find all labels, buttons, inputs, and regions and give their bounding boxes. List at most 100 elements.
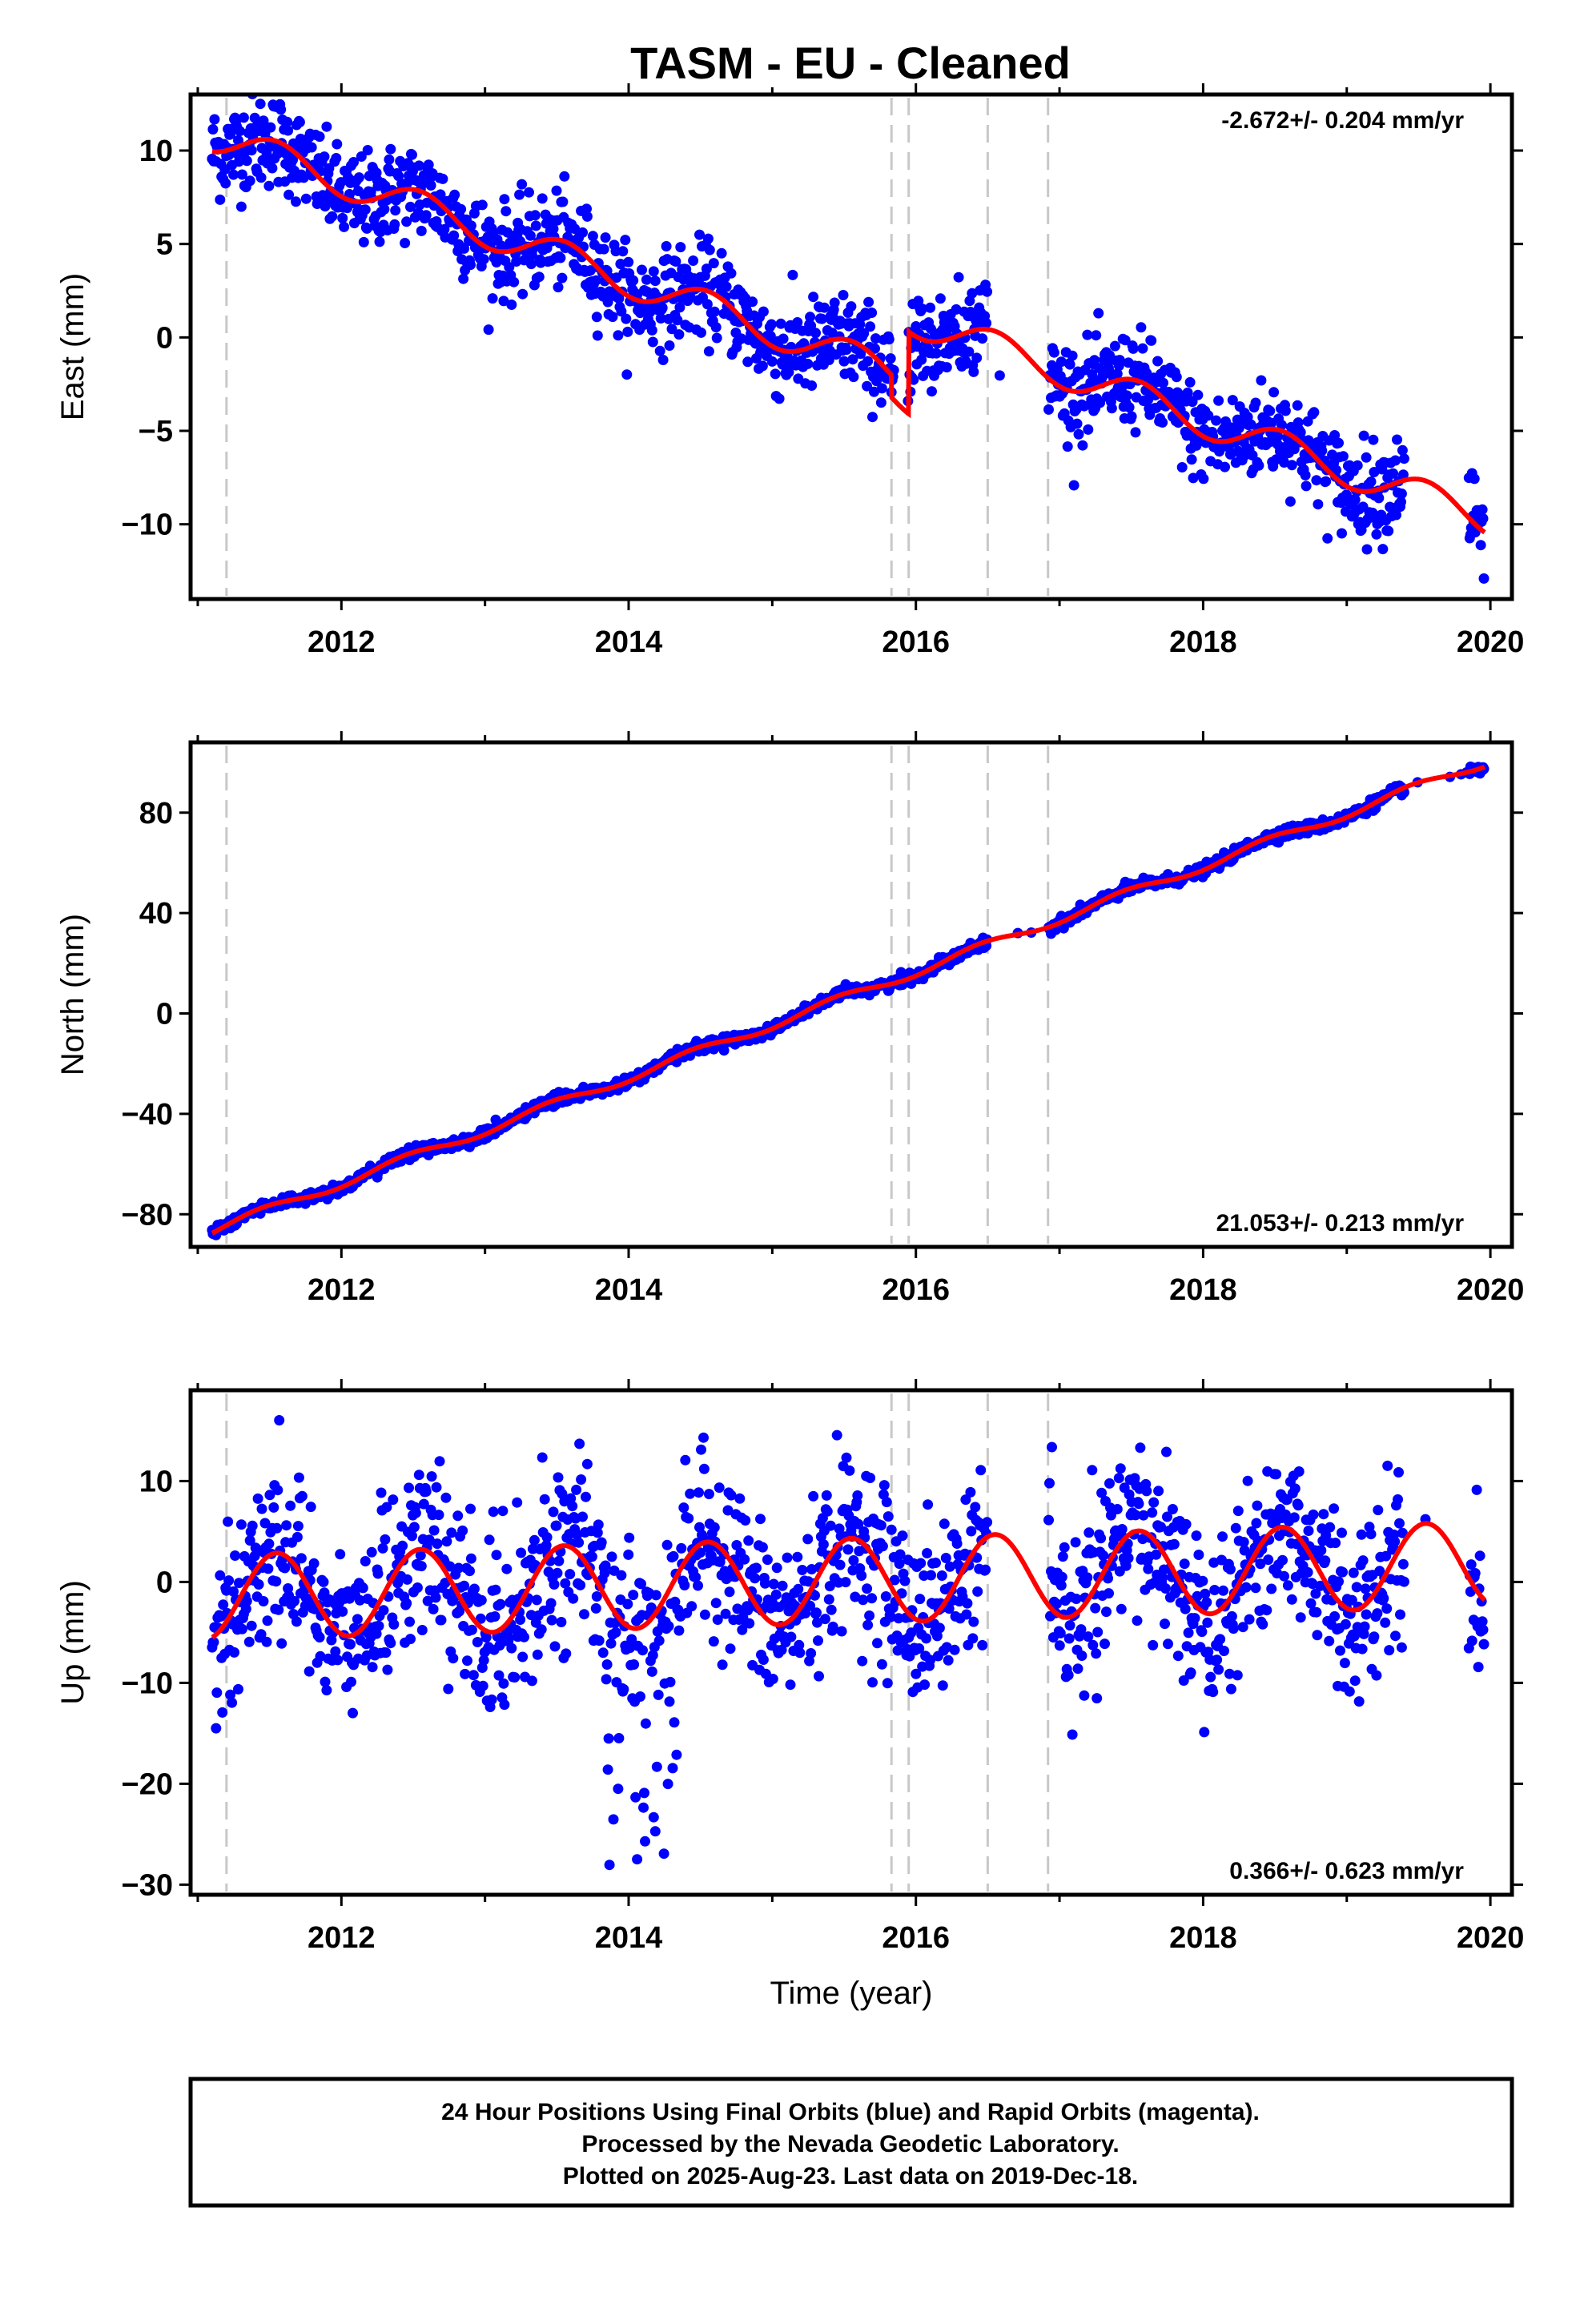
data-point: [1469, 473, 1480, 485]
data-point: [645, 1602, 657, 1613]
data-point: [600, 232, 611, 243]
data-point: [1075, 1624, 1087, 1635]
data-point: [433, 1510, 444, 1521]
data-point: [1092, 1626, 1104, 1638]
data-point: [935, 293, 946, 304]
data-point: [218, 1599, 229, 1610]
data-point: [1059, 1542, 1070, 1553]
data-point: [590, 1602, 601, 1614]
data-point: [867, 1677, 878, 1688]
data-point: [876, 383, 887, 394]
data-point: [337, 1606, 348, 1617]
data-point: [1395, 1609, 1405, 1620]
data-point: [353, 172, 364, 183]
data-point: [1153, 1486, 1164, 1497]
data-point: [838, 356, 850, 367]
data-point: [549, 1579, 560, 1590]
data-point: [1136, 322, 1147, 333]
data-point: [1301, 480, 1312, 492]
data-point: [1397, 1527, 1408, 1538]
data-point: [1475, 540, 1486, 551]
data-point: [1268, 387, 1280, 398]
data-point: [876, 1659, 887, 1670]
data-point: [797, 1565, 808, 1575]
data-point: [524, 187, 534, 198]
data-point: [273, 1604, 284, 1615]
data-point: [264, 1490, 275, 1501]
data-point: [782, 1552, 793, 1563]
data-point: [724, 1586, 735, 1598]
data-point: [1232, 1670, 1243, 1681]
data-point: [600, 1560, 611, 1571]
data-point: [517, 288, 529, 300]
data-point: [1293, 1466, 1305, 1477]
data-point: [480, 1632, 492, 1643]
data-point: [1391, 509, 1401, 521]
footer-box: [188, 2077, 1514, 2208]
data-point: [367, 1662, 378, 1673]
data-point: [1383, 525, 1394, 537]
data-point: [331, 153, 342, 163]
data-point: [649, 1826, 661, 1837]
data-point: [428, 1525, 440, 1536]
data-point: [384, 154, 395, 165]
data-point: [882, 1511, 894, 1522]
data-point: [1057, 1551, 1068, 1562]
data-point: [1227, 395, 1238, 406]
data-point: [1158, 377, 1168, 388]
data-point: [834, 1559, 846, 1570]
data-point: [531, 1594, 542, 1606]
data-point: [1064, 1620, 1075, 1631]
data-point: [1371, 1670, 1382, 1681]
data-point: [810, 1590, 820, 1601]
data-point: [941, 1642, 952, 1653]
data-point: [465, 259, 476, 271]
data-point: [664, 1696, 675, 1707]
data-point: [1225, 1683, 1236, 1695]
data-point: [657, 355, 669, 365]
data-point: [504, 1632, 515, 1643]
data-point: [865, 1473, 876, 1483]
data-point: [917, 304, 928, 315]
data-point: [498, 296, 509, 307]
data-point: [665, 1676, 676, 1687]
data-point: [1344, 1686, 1355, 1697]
data-point: [1220, 461, 1230, 472]
data-point: [1357, 1555, 1369, 1566]
data-point: [1266, 1583, 1277, 1594]
data-point: [915, 1558, 927, 1569]
data-point: [593, 1519, 604, 1530]
data-point: [1289, 1512, 1300, 1523]
data-point: [858, 328, 870, 339]
data-point: [506, 300, 517, 310]
data-point: [655, 313, 666, 324]
data-point: [1242, 1475, 1253, 1486]
data-point: [1183, 1627, 1194, 1638]
data-point: [1250, 1582, 1261, 1594]
data-point: [982, 1517, 993, 1528]
data-point: [1091, 1648, 1102, 1659]
data-point: [894, 1558, 905, 1570]
data-point: [233, 1578, 244, 1589]
footer-line-1: 24 Hour Positions Using Final Orbits (bl…: [441, 2099, 1260, 2125]
data-point: [1389, 1536, 1401, 1547]
data-point: [439, 223, 450, 235]
data-point: [624, 1532, 635, 1543]
data-point: [856, 1570, 867, 1581]
data-point: [1317, 445, 1328, 456]
x-tick-label: 2016: [882, 625, 950, 659]
data-point: [622, 1598, 633, 1610]
data-point: [1192, 1590, 1203, 1602]
data-point: [690, 1572, 702, 1582]
data-point: [416, 1561, 427, 1572]
data-point: [805, 1600, 816, 1611]
data-point: [1217, 1531, 1228, 1542]
data-point: [335, 1549, 346, 1560]
data-point: [371, 1628, 382, 1639]
data-point: [1104, 1478, 1115, 1489]
data-point: [630, 1791, 641, 1803]
data-point: [1252, 1500, 1263, 1511]
data-point: [236, 169, 247, 180]
data-point: [374, 236, 385, 247]
data-point: [1311, 475, 1322, 486]
